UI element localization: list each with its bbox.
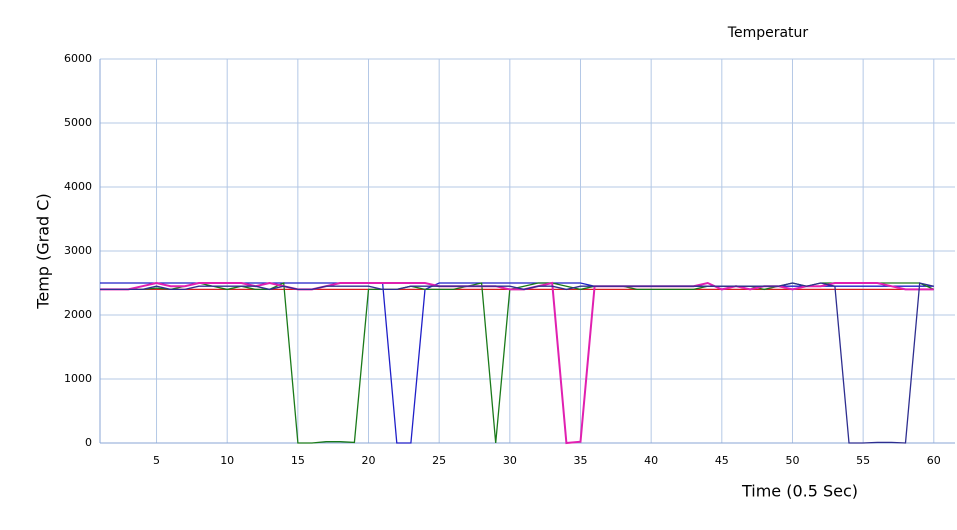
x-tick-label: 35 [573,454,587,467]
y-tick-label: 6000 [64,52,92,65]
series-line [100,281,934,445]
x-tick-label: 10 [220,454,234,467]
x-tick-label: 20 [362,454,376,467]
x-tick-label: 15 [291,454,305,467]
y-axis-label: Temp (Grad C) [34,193,53,309]
x-tick-label: 55 [856,454,870,467]
y-tick-label: 4000 [64,180,92,193]
y-tick-label: 3000 [64,244,92,257]
x-tick-label: 45 [715,454,729,467]
x-tick-label: 25 [432,454,446,467]
series-line [100,282,935,444]
x-tick-label: 60 [927,454,941,467]
series-line [100,282,934,444]
series-line [100,282,934,444]
x-tick-label: 5 [153,454,160,467]
x-tick-label: 30 [503,454,517,467]
chart-title: Temperatur [727,25,809,41]
y-tick-label: 5000 [64,116,92,129]
x-tick-label: 40 [644,454,658,467]
y-tick-label: 2000 [64,308,92,321]
y-tick-label: 1000 [64,372,92,385]
x-tick-label: 50 [785,454,799,467]
x-axis-label: Time (0.5 Sec) [741,482,858,501]
y-tick-label: 0 [85,436,92,449]
